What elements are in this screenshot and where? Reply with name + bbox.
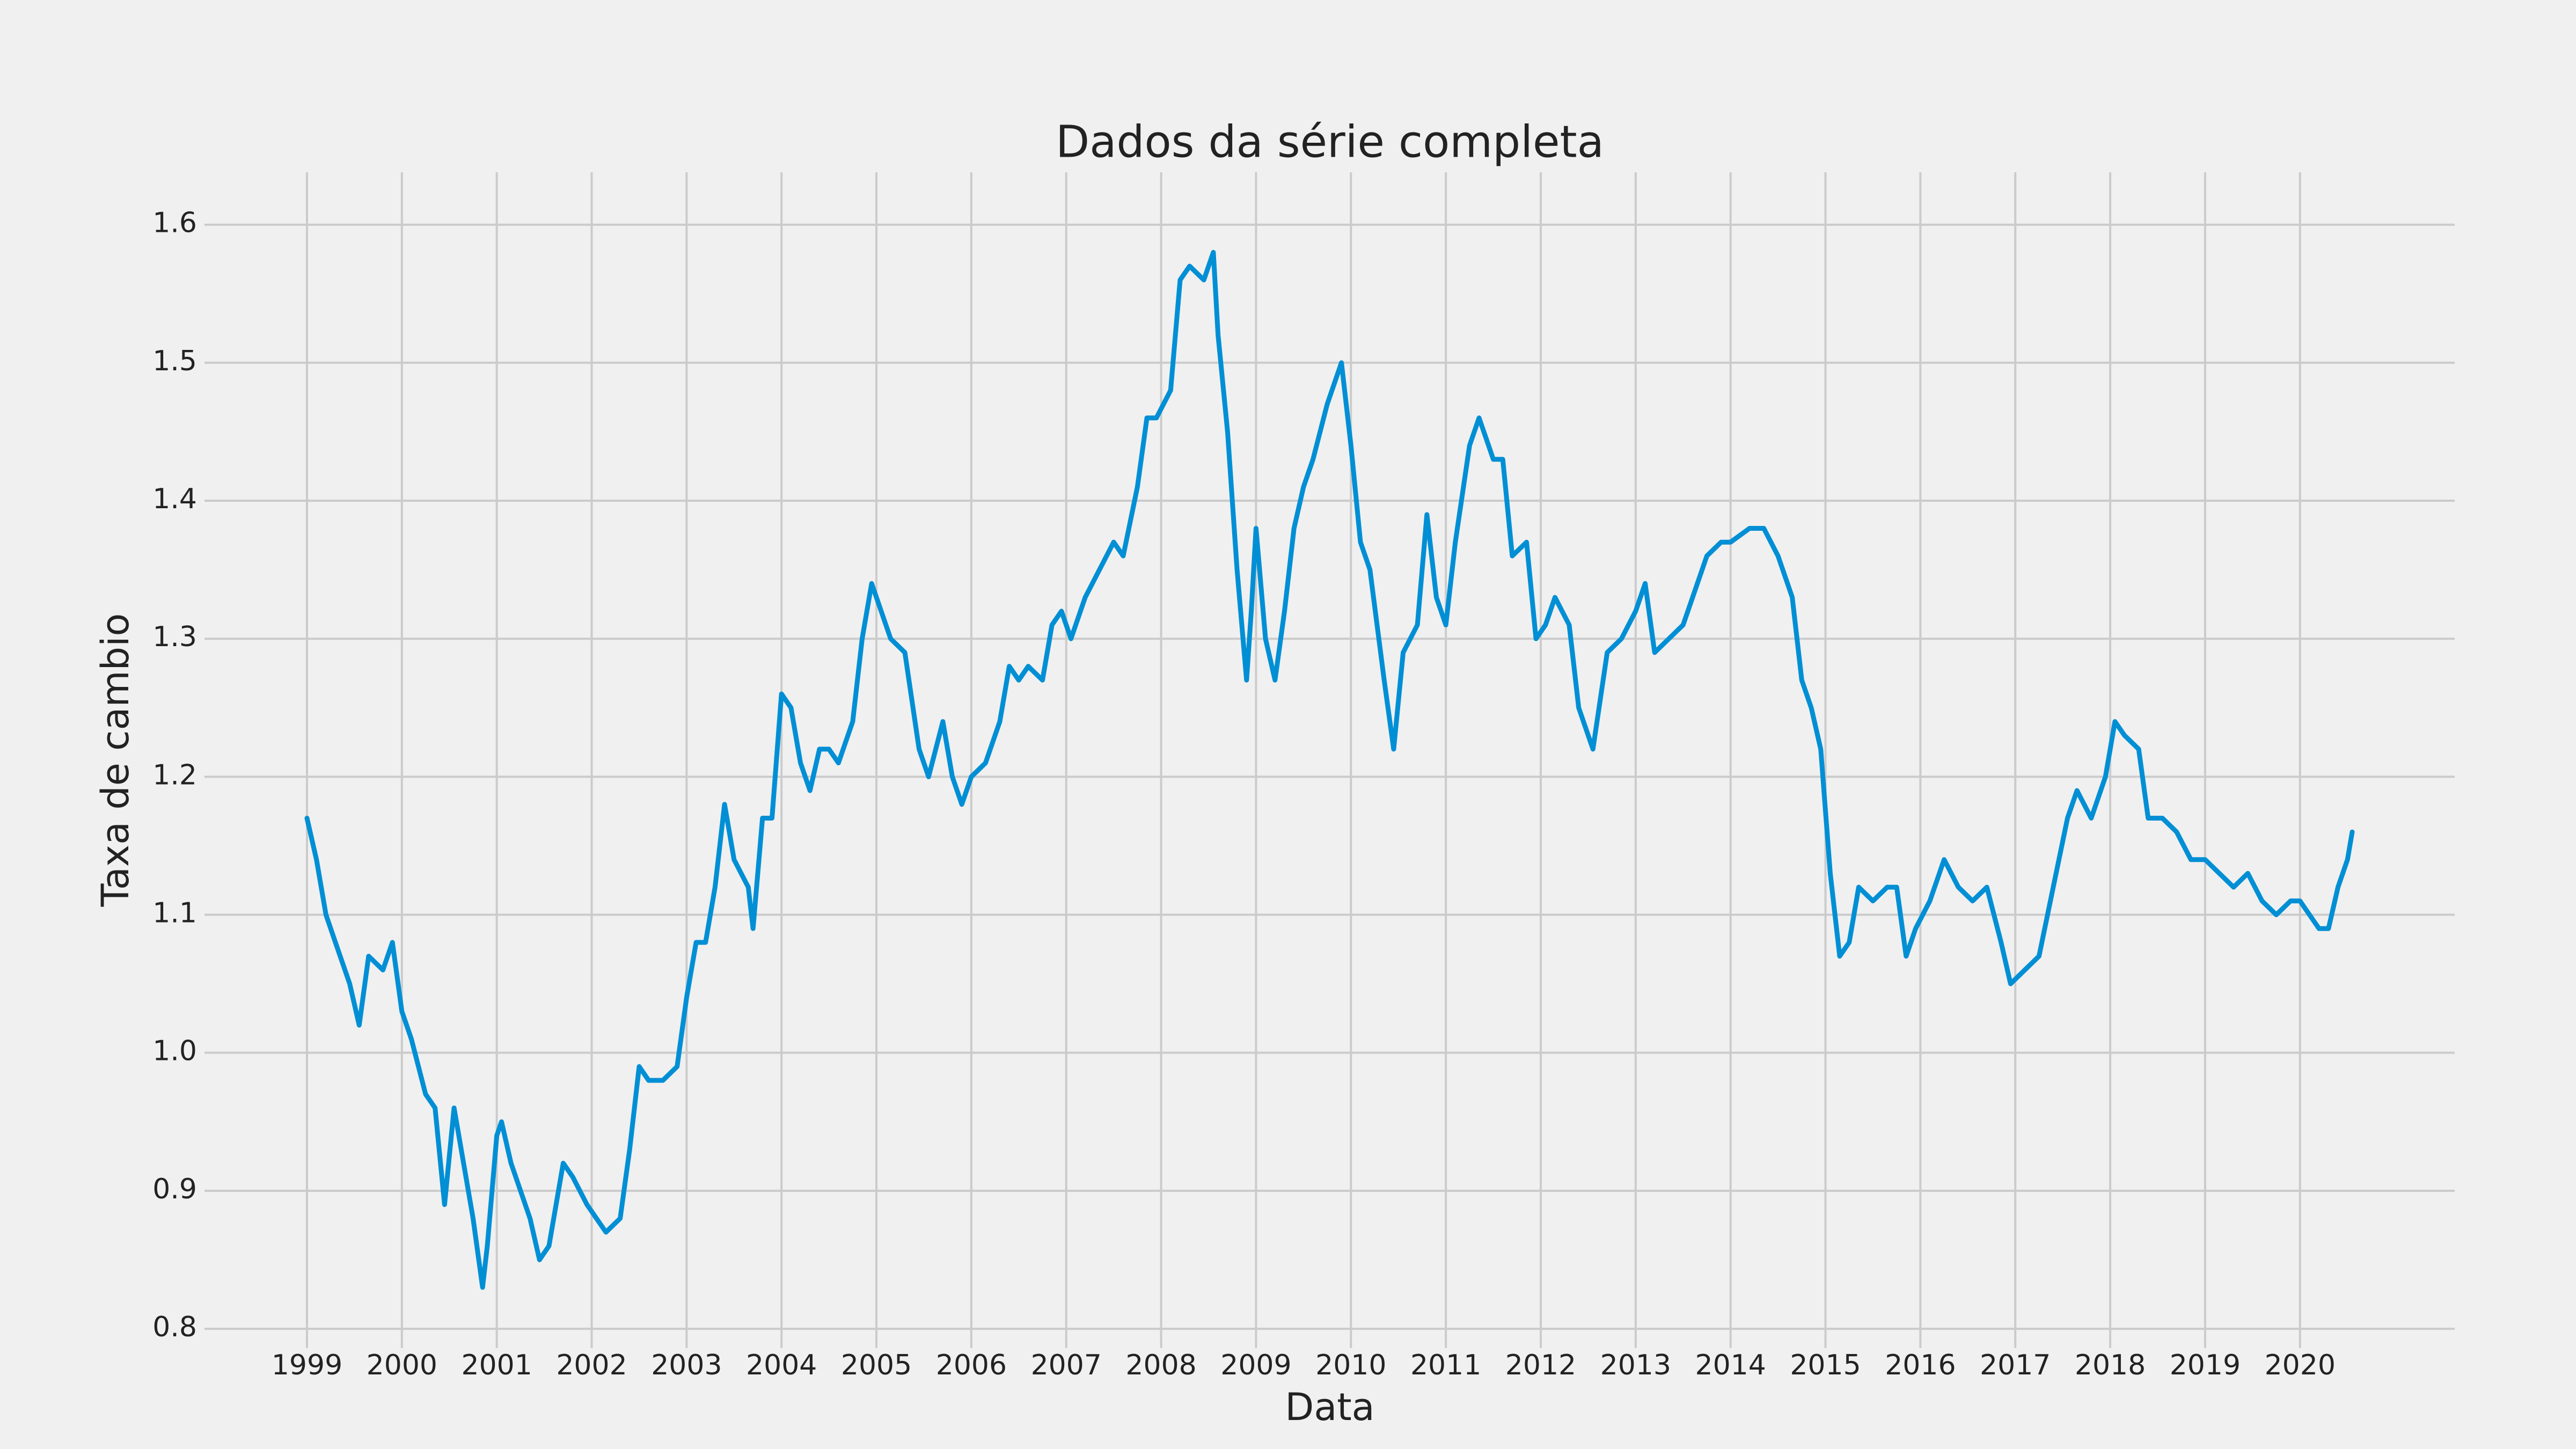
y-tick-label: 1.6 (152, 207, 197, 239)
x-tick-label: 2002 (556, 1349, 627, 1381)
data-line (304, 250, 2355, 1290)
grid (204, 172, 2455, 1348)
x-tick-label: 2001 (462, 1349, 532, 1381)
x-tick-label: 2018 (2075, 1349, 2146, 1381)
x-tick-label: 2013 (1600, 1349, 1671, 1381)
x-tick-label: 2010 (1315, 1349, 1386, 1381)
x-tick-label: 2017 (1980, 1349, 2051, 1381)
y-tick-label: 0.9 (152, 1173, 197, 1205)
x-tick-label: 2016 (1885, 1349, 1956, 1381)
y-tick-label: 1.2 (152, 759, 197, 791)
x-tick-label: 2004 (746, 1349, 817, 1381)
x-tick-label: 2007 (1031, 1349, 1102, 1381)
y-tick-label: 1.5 (152, 345, 197, 377)
x-tick-label: 2015 (1790, 1349, 1861, 1381)
y-tick-label: 0.8 (152, 1311, 197, 1343)
y-tick-label: 1.3 (152, 621, 197, 653)
x-tick-label: 2008 (1125, 1349, 1196, 1381)
chart-title: Dados da série completa (1056, 116, 1604, 167)
x-tick-label: 2012 (1505, 1349, 1576, 1381)
x-tick-label: 2009 (1220, 1349, 1291, 1381)
x-tick-label: 2019 (2170, 1349, 2241, 1381)
x-tick-label: 2020 (2265, 1349, 2336, 1381)
y-axis-label: Taxa de cambio (93, 613, 137, 908)
x-tick-label: 2003 (651, 1349, 722, 1381)
x-tick-label: 2011 (1410, 1349, 1481, 1381)
x-axis-label: Data (1285, 1385, 1374, 1429)
x-tick-label: 2014 (1695, 1349, 1766, 1381)
y-tick-label: 1.1 (152, 897, 197, 930)
x-tick-label: 2005 (841, 1349, 912, 1381)
y-tick-label: 1.0 (152, 1035, 197, 1067)
x-tick-label: 2000 (367, 1349, 437, 1381)
x-tick-label: 1999 (272, 1349, 342, 1381)
x-tick-label: 2006 (936, 1349, 1007, 1381)
y-tick-label: 1.4 (152, 483, 197, 515)
